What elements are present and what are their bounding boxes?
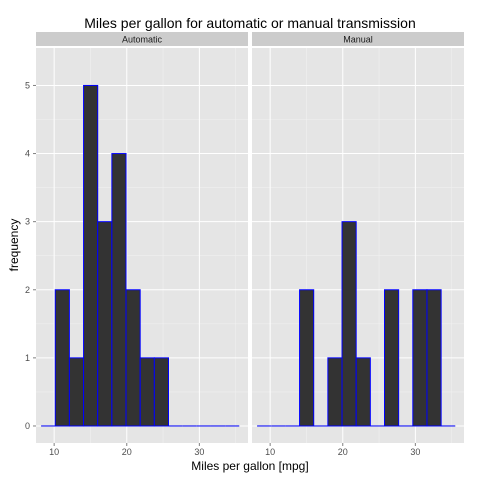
histogram-bar — [126, 290, 140, 426]
x-tick-label: 20 — [338, 447, 348, 457]
histogram-bar — [140, 358, 154, 426]
facet-strip-label: Manual — [343, 35, 373, 45]
x-tick-label: 30 — [194, 447, 204, 457]
y-axis-title: frequency — [7, 219, 21, 272]
histogram-bar — [385, 290, 399, 426]
x-tick-label: 20 — [122, 447, 132, 457]
histogram-bar — [69, 358, 83, 426]
facet-panel-manual: Manual 10 20 30 — [252, 32, 464, 457]
histogram-bar — [356, 358, 370, 426]
x-tick-label: 10 — [49, 447, 59, 457]
histogram-bar — [112, 154, 126, 426]
histogram-bar — [427, 290, 441, 426]
x-tick-label: 10 — [265, 447, 275, 457]
x-axis-title: Miles per gallon [mpg] — [191, 459, 308, 473]
y-tick-label: 1 — [25, 353, 30, 363]
facet-strip-label: Automatic — [122, 35, 163, 45]
histogram-bar — [342, 222, 356, 426]
histogram-bar — [84, 85, 98, 426]
histogram-bar — [154, 358, 168, 426]
x-tick-label: 30 — [410, 447, 420, 457]
y-tick-label: 0 — [25, 421, 30, 431]
y-tick-label: 2 — [25, 285, 30, 295]
y-tick-label: 4 — [25, 149, 30, 159]
histogram-bar — [55, 290, 69, 426]
histogram-bar — [413, 290, 427, 426]
histogram-bar — [300, 290, 314, 426]
chart-title: Miles per gallon for automatic or manual… — [84, 15, 415, 31]
y-tick-label: 3 — [25, 217, 30, 227]
histogram-bar — [328, 358, 342, 426]
plot-area: Automatic 10 20 30 0 1 2 3 4 5 Manual 10 20 30 — [25, 32, 464, 457]
facet-panel-automatic: Automatic 10 20 30 0 1 2 3 4 5 — [25, 32, 248, 457]
histogram-bar — [98, 222, 112, 426]
y-tick-label: 5 — [25, 80, 30, 90]
